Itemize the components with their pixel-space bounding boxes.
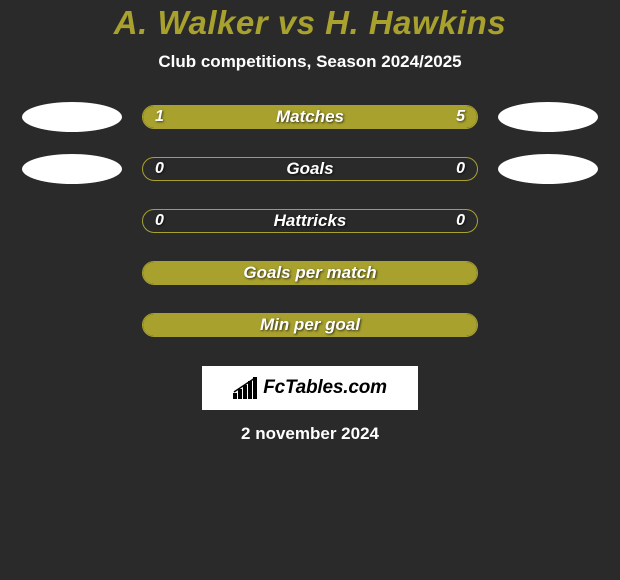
player-marker-left [22,154,122,184]
stat-label: Min per goal [260,315,360,335]
stat-bar: Goals per match [142,261,478,285]
player-marker-right [498,102,598,132]
stat-row: 0 Hattricks 0 [0,206,620,236]
brand-logo-text: FcTables.com [263,377,387,399]
stat-value-left: 0 [155,160,164,178]
stat-value-left: 1 [155,108,164,126]
spacer [498,310,598,340]
stat-bar: 0 Goals 0 [142,157,478,181]
chart-bars-icon [233,377,259,399]
stat-value-right: 5 [456,108,465,126]
date-label: 2 november 2024 [0,424,620,444]
stat-label: Goals per match [243,263,376,283]
spacer [22,310,122,340]
stat-row: 1 Matches 5 [0,102,620,132]
player-marker-left [22,102,122,132]
stat-row: 0 Goals 0 [0,154,620,184]
stat-bar: 1 Matches 5 [142,105,478,129]
bar-fill-left [143,106,200,128]
stat-label: Matches [276,107,344,127]
spacer [498,258,598,288]
stat-value-left: 0 [155,212,164,230]
page-title: A. Walker vs H. Hawkins [0,4,620,42]
spacer [498,206,598,236]
comparison-widget: A. Walker vs H. Hawkins Club competition… [0,0,620,444]
stat-bar: Min per goal [142,313,478,337]
stat-label: Goals [286,159,333,179]
subtitle: Club competitions, Season 2024/2025 [0,52,620,72]
stat-value-right: 0 [456,160,465,178]
player-marker-right [498,154,598,184]
stat-bar: 0 Hattricks 0 [142,209,478,233]
stat-label: Hattricks [274,211,347,231]
spacer [22,258,122,288]
spacer [22,206,122,236]
stat-value-right: 0 [456,212,465,230]
stats-list: 1 Matches 5 0 Goals 0 0 Hattricks 0 Goals per mat… [0,102,620,340]
stat-row: Goals per match [0,258,620,288]
brand-logo[interactable]: FcTables.com [202,366,418,410]
stat-row: Min per goal [0,310,620,340]
